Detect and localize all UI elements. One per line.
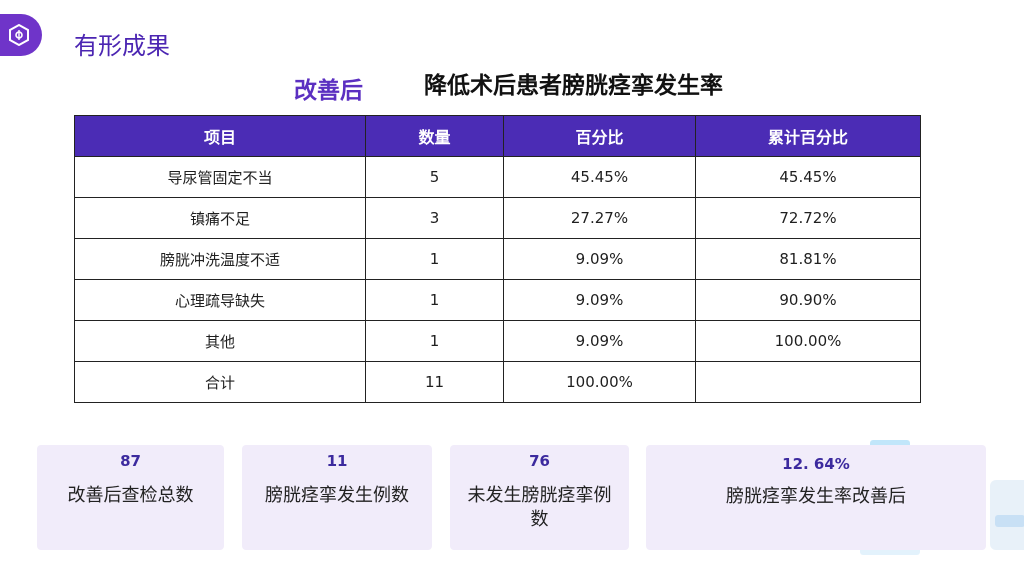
stat-card-no-spasm-cases: 76 未发生膀胱痉挛例数 xyxy=(450,445,629,550)
stat-value: 76 xyxy=(529,452,550,470)
table-cell: 9.09% xyxy=(503,279,696,321)
stat-label: 膀胱痉挛发生率改善后 xyxy=(726,486,906,507)
subtitle-after-improvement: 改善后 xyxy=(294,78,363,104)
column-header: 项目 xyxy=(74,115,366,157)
table-cell: 1 xyxy=(365,320,504,362)
table-row: 其他 1 9.09% 100.00% xyxy=(74,320,921,362)
table-cell: 100.00% xyxy=(503,361,696,403)
result-table: 项目 数量 百分比 累计百分比 导尿管固定不当 5 45.45% 45.45% … xyxy=(74,115,921,403)
table-cell: 11 xyxy=(365,361,504,403)
table-cell: 9.09% xyxy=(503,320,696,362)
table-cell: 100.00% xyxy=(695,320,921,362)
stat-card-spasm-cases: 11 膀胱痉挛发生例数 xyxy=(242,445,432,550)
table-cell: 9.09% xyxy=(503,238,696,280)
table-cell: 72.72% xyxy=(695,197,921,239)
table-header-row: 项目 数量 百分比 累计百分比 xyxy=(74,115,921,157)
stat-value: 87 xyxy=(120,452,141,470)
column-header: 百分比 xyxy=(503,115,696,157)
table-cell: 45.45% xyxy=(503,156,696,198)
table-total-row: 合计 11 100.00% xyxy=(74,361,921,403)
column-header: 累计百分比 xyxy=(695,115,921,157)
stat-label: 改善后查检总数 xyxy=(67,485,194,506)
page-title: 有形成果 xyxy=(74,32,170,60)
column-header: 数量 xyxy=(365,115,504,157)
table-row: 导尿管固定不当 5 45.45% 45.45% xyxy=(74,156,921,198)
stat-label: 未发生膀胱痉挛例数 xyxy=(467,485,612,530)
stat-card-spasm-rate: 12. 64% 膀胱痉挛发生率改善后 xyxy=(646,445,986,550)
table-cell: 合计 xyxy=(74,361,366,403)
table-cell: 27.27% xyxy=(503,197,696,239)
table-cell: 膀胱冲洗温度不适 xyxy=(74,238,366,280)
table-cell: 镇痛不足 xyxy=(74,197,366,239)
logo-badge xyxy=(0,14,42,56)
table-row: 镇痛不足 3 27.27% 72.72% xyxy=(74,197,921,239)
table-cell: 心理疏导缺失 xyxy=(74,279,366,321)
table-cell xyxy=(695,361,921,403)
table-cell: 45.45% xyxy=(695,156,921,198)
stat-value: 11 xyxy=(326,452,348,470)
table-row: 膀胱冲洗温度不适 1 9.09% 81.81% xyxy=(74,238,921,280)
table-cell: 1 xyxy=(365,279,504,321)
stat-value: 12. 64% xyxy=(782,455,850,473)
table-cell: 1 xyxy=(365,238,504,280)
subtitle-goal: 降低术后患者膀胱痉挛发生率 xyxy=(424,73,723,99)
stat-label: 膀胱痉挛发生例数 xyxy=(265,485,409,506)
table-cell: 导尿管固定不当 xyxy=(74,156,366,198)
table-cell: 81.81% xyxy=(695,238,921,280)
table-cell: 其他 xyxy=(74,320,366,362)
table-row: 心理疏导缺失 1 9.09% 90.90% xyxy=(74,279,921,321)
table-cell: 3 xyxy=(365,197,504,239)
table-cell: 5 xyxy=(365,156,504,198)
table-cell: 90.90% xyxy=(695,279,921,321)
stat-card-total-checks: 87 改善后查检总数 xyxy=(37,445,224,550)
hexagon-logo-icon xyxy=(9,24,29,46)
